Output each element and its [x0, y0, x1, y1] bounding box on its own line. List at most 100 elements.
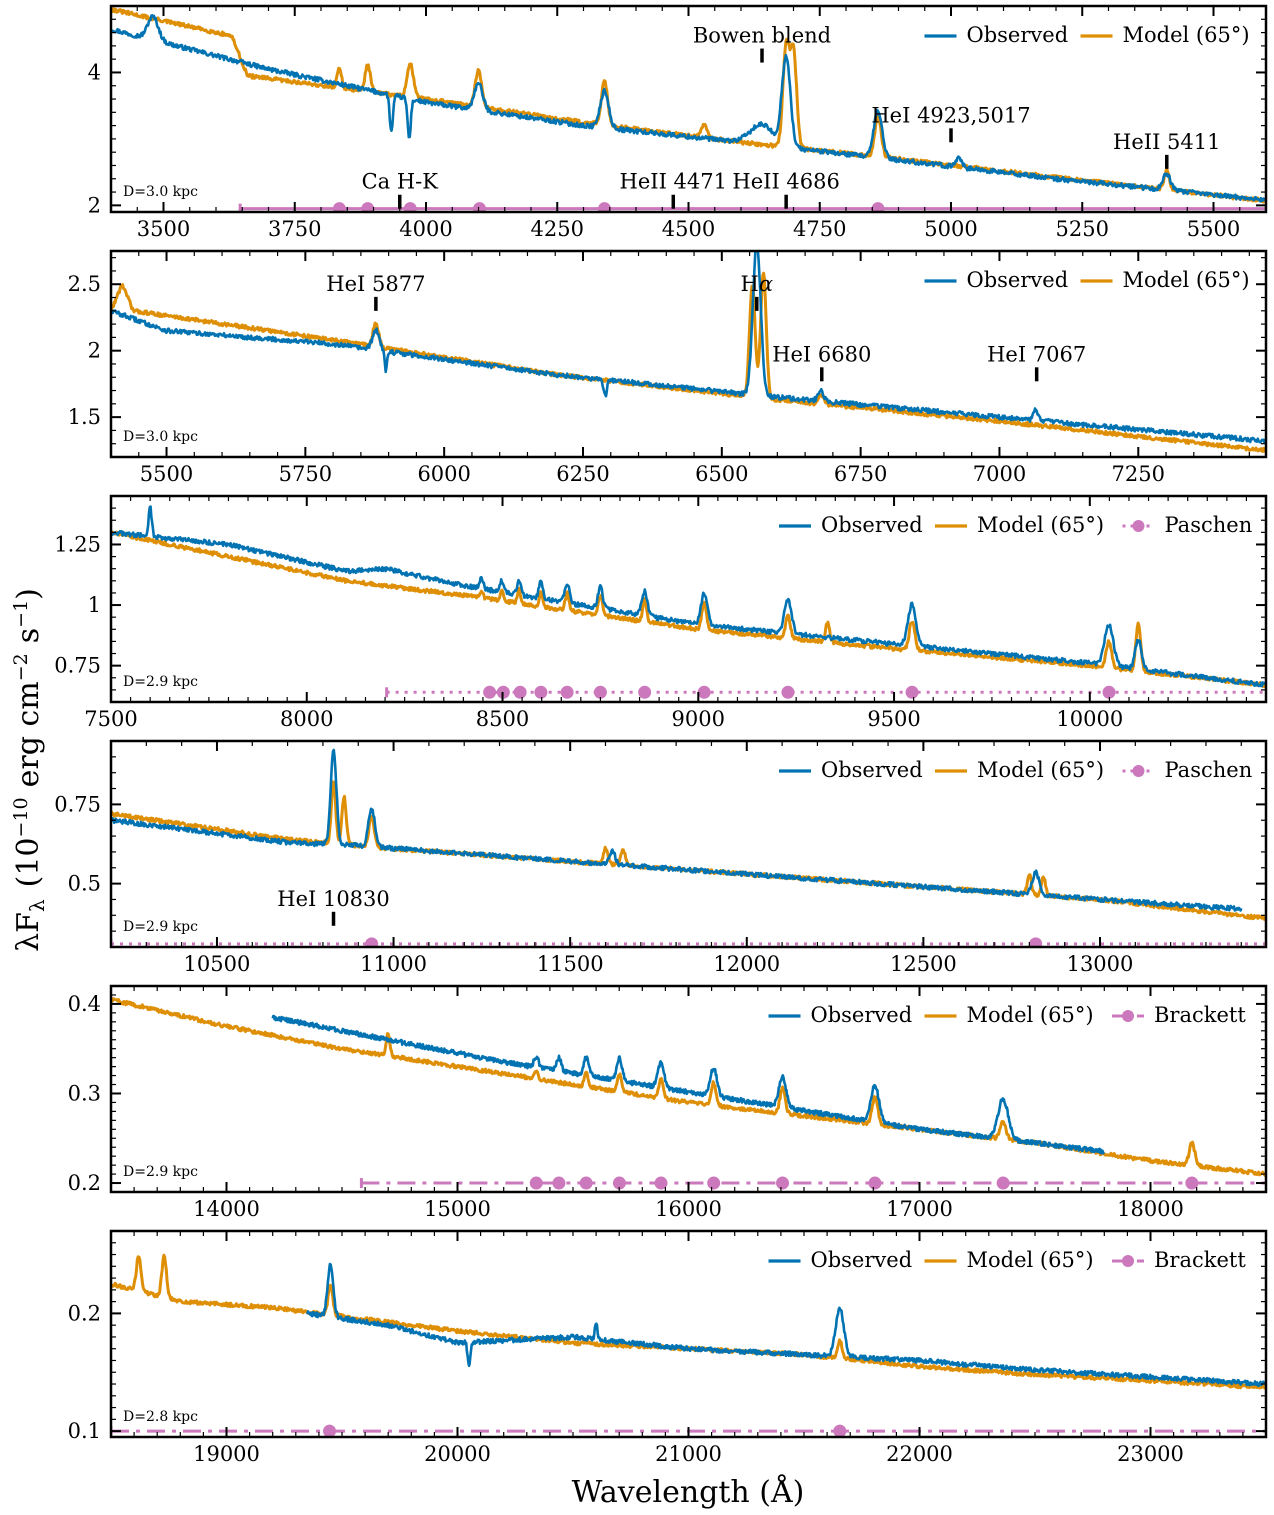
annotation-label: HeI 5877 — [326, 272, 425, 296]
series-marker-balmer — [332, 202, 346, 212]
x-tick-label: 10000 — [1056, 707, 1123, 731]
x-tick-label: 4000 — [399, 217, 452, 241]
y-tick-label: 1.5 — [68, 405, 101, 429]
y-tick-label: 1 — [88, 593, 101, 617]
x-tick-label: 17000 — [886, 1197, 953, 1221]
legend-label: Model (65°) — [967, 1248, 1094, 1272]
x-tick-label: 6500 — [695, 462, 748, 486]
x-tick-label: 23000 — [1117, 1442, 1184, 1466]
series-marker-balmer — [361, 202, 375, 212]
series-marker-brackett — [707, 1176, 721, 1190]
legend-label: Observed — [821, 513, 923, 537]
y-tick-label: 4 — [88, 60, 101, 84]
x-tick-label: 9500 — [867, 707, 920, 731]
x-tick-label: 10500 — [184, 952, 251, 976]
x-tick-label: 5250 — [1056, 217, 1109, 241]
series-marker-paschen — [638, 685, 652, 699]
series-marker-brackett — [579, 1176, 593, 1190]
panel-4: 10500 11000 11500 12000 12500 13000 0.5 0.75 HeI… — [54, 739, 1268, 976]
y-tick-label: 0.75 — [54, 792, 101, 816]
distance-label: D=2.9 kpc — [123, 1164, 198, 1180]
panel-2: 5500 5750 6000 6250 6500 6750 7000 7250 1.5 2 2.5 H… — [68, 249, 1268, 486]
legend-label: Paschen — [1165, 513, 1253, 537]
annotation-label: Ca H-K — [362, 170, 439, 194]
y-axis-title: λFλ (10−10 erg cm−2 s−1) — [10, 588, 49, 952]
y-tick-label: 1.25 — [54, 532, 101, 556]
y-axis-title-main: λF — [11, 912, 46, 952]
series-marker-paschen — [905, 685, 919, 699]
legend-label: Observed — [811, 1248, 913, 1272]
panels-group: 3500 3750 4000 4250 4500 4750 5000 5250 5500 2 4 Bo… — [54, 4, 1268, 1466]
x-tick-label: 6750 — [834, 462, 887, 486]
x-tick-label: 15000 — [424, 1197, 491, 1221]
observed-spectrum — [111, 505, 1266, 688]
observed-spectrum — [271, 1014, 1106, 1155]
series-marker-paschen — [593, 685, 607, 699]
y-tick-label: 0.1 — [68, 1419, 101, 1443]
x-tick-label: 19000 — [193, 1442, 260, 1466]
x-tick-label: 4250 — [531, 217, 584, 241]
x-tick-label: 5500 — [1187, 217, 1240, 241]
x-tick-label: 13000 — [1067, 952, 1134, 976]
series-marker-brackett — [612, 1176, 626, 1190]
observed-spectrum — [111, 748, 1243, 912]
x-tick-label: 7250 — [1112, 462, 1165, 486]
legend-label: Paschen — [1165, 758, 1253, 782]
x-tick-label: 8500 — [476, 707, 529, 731]
series-marker-paschen — [697, 685, 711, 699]
y-tick-label: 2 — [88, 339, 101, 363]
legend-label: Model (65°) — [967, 1003, 1094, 1027]
model-spectrum — [111, 1253, 1266, 1390]
annotation-label: Hα — [741, 272, 774, 296]
panel-5: 14000 15000 16000 17000 18000 0.2 0.3 0.4 D=2.9 … — [68, 984, 1268, 1221]
legend-label: Model (65°) — [1123, 268, 1250, 292]
annotation-label: Bowen blend — [693, 24, 831, 48]
annotation-label: HeII 4471 — [620, 170, 727, 194]
legend-label: Brackett — [1154, 1248, 1246, 1272]
plot-area-1 — [111, 7, 1266, 212]
x-tick-label: 3500 — [137, 217, 190, 241]
series-marker-brackett — [776, 1176, 790, 1190]
x-tick-label: 8000 — [280, 707, 333, 731]
annotation-label: HeI 4923,5017 — [871, 103, 1030, 127]
y-tick-label: 0.2 — [68, 1301, 101, 1325]
x-tick-label: 20000 — [424, 1442, 491, 1466]
y-axis-title-exp3: −1 — [10, 600, 32, 628]
series-marker-brackett — [833, 1424, 847, 1437]
series-marker-balmer — [403, 202, 417, 212]
series-marker-brackett — [529, 1176, 543, 1190]
observed-spectrum — [306, 1262, 1266, 1388]
observed-spectrum — [111, 251, 1266, 444]
series-marker-brackett — [996, 1176, 1010, 1190]
panel-frame — [109, 494, 1268, 704]
y-tick-label: 0.75 — [54, 654, 101, 678]
y-tick-label: 0.4 — [68, 992, 101, 1016]
plot-area-4 — [111, 748, 1266, 947]
annotation-label: HeI 7067 — [987, 342, 1086, 366]
plot-area-2 — [111, 251, 1266, 453]
model-spectrum — [111, 271, 1266, 453]
annotation-label: HeI 6680 — [772, 342, 871, 366]
series-marker-paschen — [1102, 685, 1116, 699]
y-axis-title-sub: λ — [25, 899, 49, 912]
annotation-label: HeI 10830 — [277, 887, 390, 911]
legend-label: Brackett — [1154, 1003, 1246, 1027]
x-axis-title: Wavelength (Å) — [572, 1474, 805, 1510]
plot-area-3 — [111, 505, 1266, 699]
series-marker-paschen — [560, 685, 574, 699]
distance-label: D=3.0 kpc — [123, 429, 198, 445]
y-axis-title-units-post: ) — [11, 588, 46, 600]
x-tick-label: 22000 — [886, 1442, 953, 1466]
legend-label: Observed — [967, 268, 1069, 292]
series-marker-paschen — [483, 685, 497, 699]
y-tick-label: 0.2 — [68, 1171, 101, 1195]
series-marker-brackett — [552, 1176, 566, 1190]
y-tick-label: 2 — [88, 193, 101, 217]
x-tick-label: 21000 — [655, 1442, 722, 1466]
plot-area-5 — [111, 997, 1266, 1190]
x-tick-label: 11500 — [537, 952, 604, 976]
y-axis-title-units-mid: erg cm — [11, 681, 46, 787]
legend-label: Model (65°) — [977, 758, 1104, 782]
x-tick-label: 18000 — [1117, 1197, 1184, 1221]
